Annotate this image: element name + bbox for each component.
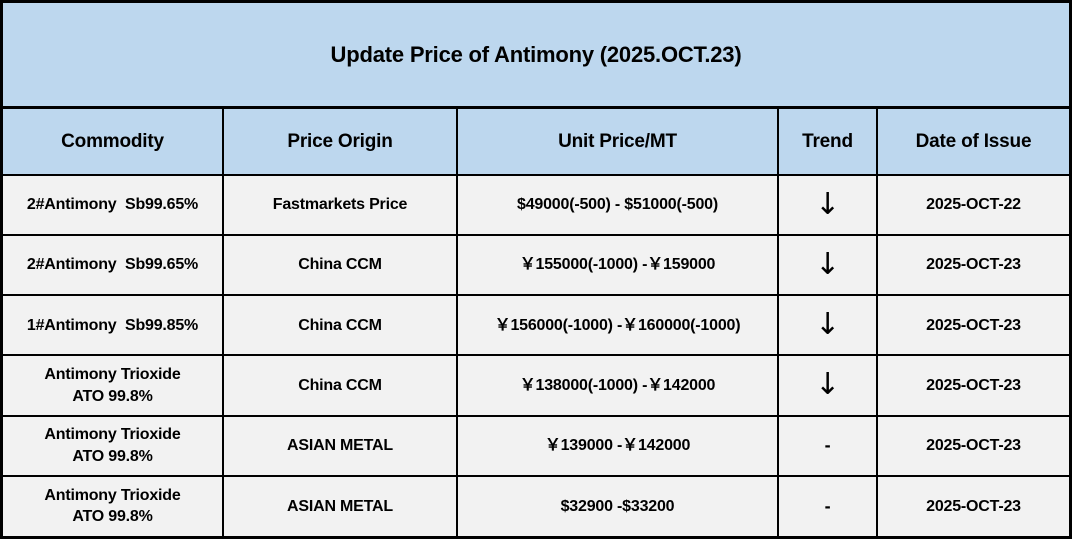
trend-flat-dash: -: [824, 496, 831, 517]
table-header-row: Commodity Price Origin Unit Price/MT Trend D…: [3, 109, 1069, 176]
cell-price-origin: ASIAN METAL: [222, 414, 458, 477]
table-row: Antimony Trioxide ATO 99.8% ASIAN METAL ￥13…: [3, 414, 1069, 477]
commodity-line: 2#Antimony Sb99.65%: [26, 256, 199, 274]
trend-down-arrow-icon: ↓: [815, 186, 840, 222]
column-header-unit_price: Unit Price/MT: [456, 109, 779, 176]
table-row: Antimony Trioxide ATO 99.8% ASIAN METAL $32…: [3, 474, 1069, 536]
commodity-line: Antimony Trioxide: [44, 486, 181, 504]
cell-unit-price: ￥155000(-1000) -￥159000: [456, 234, 779, 297]
cell-trend: -: [777, 414, 878, 477]
cell-trend: ↓: [777, 173, 878, 237]
cell-price-origin: ASIAN METAL: [222, 474, 458, 536]
cell-commodity: 1#Antimony Sb99.85%: [3, 294, 224, 357]
cell-price-origin: China CCM: [222, 354, 458, 417]
cell-price-origin: China CCM: [222, 234, 458, 297]
table-row: 2#Antimony Sb99.65% China CCM ￥155000(-100…: [3, 234, 1069, 297]
cell-price-origin: China CCM: [222, 294, 458, 357]
cell-date-of-issue: 2025-OCT-23: [876, 354, 1069, 417]
trend-down-arrow-icon: ↓: [815, 246, 840, 282]
column-header-commodity: Commodity: [3, 109, 224, 176]
cell-date-of-issue: 2025-OCT-23: [876, 294, 1069, 357]
trend-down-arrow-icon: ↓: [815, 367, 840, 403]
cell-trend: ↓: [777, 354, 878, 417]
cell-trend: ↓: [777, 294, 878, 357]
trend-flat-dash: -: [824, 435, 831, 456]
table-row: 1#Antimony Sb99.85% China CCM ￥156000(-100…: [3, 294, 1069, 357]
cell-unit-price: ￥138000(-1000) -￥142000: [456, 354, 779, 417]
price-table: Commodity Price Origin Unit Price/MT Trend D…: [3, 109, 1069, 536]
cell-commodity: Antimony Trioxide ATO 99.8%: [3, 414, 224, 477]
cell-commodity: Antimony Trioxide ATO 99.8%: [3, 354, 224, 417]
column-header-trend: Trend: [777, 109, 878, 176]
cell-unit-price: ￥139000 -￥142000: [456, 414, 779, 477]
commodity-line: Antimony Trioxide: [44, 365, 181, 383]
commodity-line: ATO 99.8%: [72, 508, 153, 526]
commodity-line: 1#Antimony Sb99.85%: [26, 316, 199, 334]
trend-down-arrow-icon: ↓: [815, 307, 840, 343]
column-header-date_of_issue: Date of Issue: [876, 109, 1069, 176]
column-header-origin: Price Origin: [222, 109, 458, 176]
cell-commodity: 2#Antimony Sb99.65%: [3, 234, 224, 297]
cell-date-of-issue: 2025-OCT-23: [876, 414, 1069, 477]
table-row: Antimony Trioxide ATO 99.8% China CCM ￥1380…: [3, 354, 1069, 417]
cell-price-origin: Fastmarkets Price: [222, 173, 458, 237]
page-title: Update Price of Antimony (2025.OCT.23): [3, 3, 1069, 109]
commodity-line: Antimony Trioxide: [44, 426, 181, 444]
cell-commodity: 2#Antimony Sb99.65%: [3, 173, 224, 237]
commodity-line: ATO 99.8%: [72, 387, 153, 405]
commodity-line: 2#Antimony Sb99.65%: [26, 196, 199, 214]
cell-unit-price: $32900 -$33200: [456, 474, 779, 536]
cell-unit-price: ￥156000(-1000) -￥160000(-1000): [456, 294, 779, 357]
cell-commodity: Antimony Trioxide ATO 99.8%: [3, 474, 224, 536]
cell-date-of-issue: 2025-OCT-22: [876, 173, 1069, 237]
commodity-line: ATO 99.8%: [72, 447, 153, 465]
cell-trend: ↓: [777, 234, 878, 297]
cell-unit-price: $49000(-500) - $51000(-500): [456, 173, 779, 237]
cell-date-of-issue: 2025-OCT-23: [876, 234, 1069, 297]
cell-date-of-issue: 2025-OCT-23: [876, 474, 1069, 536]
table-row: 2#Antimony Sb99.65% Fastmarkets Price $490…: [3, 173, 1069, 237]
cell-trend: -: [777, 474, 878, 536]
